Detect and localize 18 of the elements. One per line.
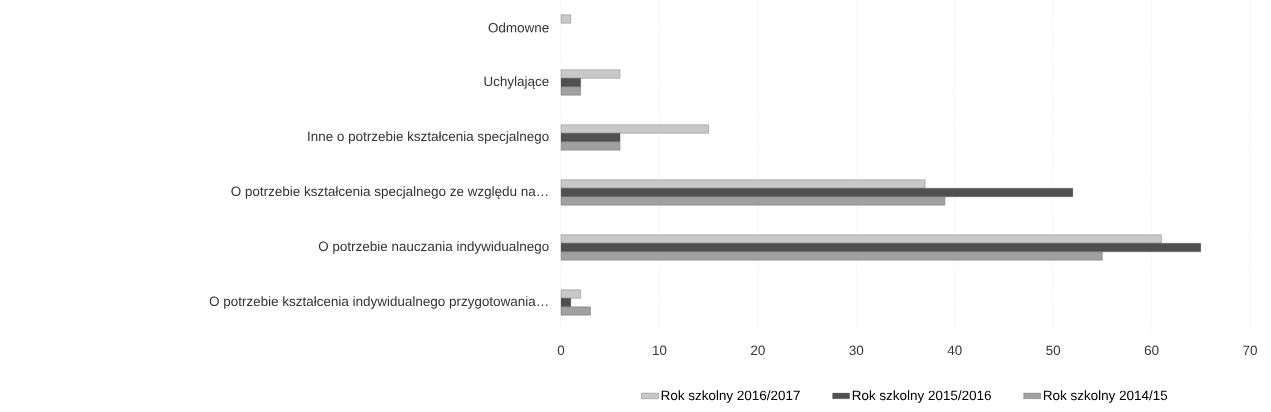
x-tick-label: 20 (751, 345, 765, 356)
legend-label: Rok szkolny 2015/2016 (852, 390, 991, 403)
x-tick-label: 70 (1243, 345, 1257, 356)
y-tick-label: Uchylające (484, 76, 549, 89)
y-tick-label: O potrzebie kształcenia specjalnego ze względu na… (231, 186, 548, 199)
x-tick-label: 50 (1046, 345, 1061, 356)
bar (560, 14, 571, 24)
legend-label: Rok szkolny 2016/2017 (661, 390, 800, 403)
x-tick-label: 40 (947, 345, 962, 356)
y-tick-label: Inne o potrzebie kształcenia specjalnego (308, 131, 549, 144)
x-tick-label: 60 (1144, 345, 1159, 356)
y-tick-label: Odmowne (488, 22, 549, 33)
x-tick-label: 0 (557, 345, 565, 356)
legend-label: Rok szkolny 2014/15 (1043, 390, 1168, 403)
x-tick-label: 30 (849, 345, 864, 356)
y-tick-label: O potrzebie kształcenia indywidualnego przygotowania… (209, 296, 548, 309)
x-tick-label: 10 (652, 345, 667, 356)
y-tick-label: O potrzebie nauczania indywidualnego (318, 241, 549, 254)
